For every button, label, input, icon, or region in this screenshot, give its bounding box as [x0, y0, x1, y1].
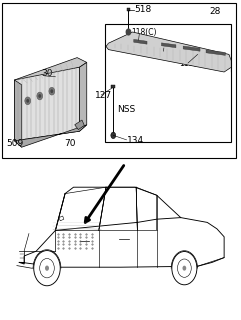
Polygon shape — [59, 216, 64, 221]
Circle shape — [49, 87, 55, 95]
Polygon shape — [106, 32, 231, 72]
Bar — [2, 3, 236, 158]
Circle shape — [26, 99, 29, 103]
Circle shape — [177, 259, 191, 277]
Text: 118(A): 118(A) — [180, 59, 205, 68]
Circle shape — [172, 252, 197, 285]
Circle shape — [45, 266, 49, 271]
Circle shape — [126, 29, 131, 35]
Text: 129: 129 — [145, 40, 159, 49]
Polygon shape — [14, 125, 87, 147]
Text: 70: 70 — [65, 139, 76, 148]
Polygon shape — [14, 58, 87, 85]
Polygon shape — [134, 39, 147, 44]
Polygon shape — [14, 80, 22, 147]
Polygon shape — [75, 120, 84, 130]
Circle shape — [38, 94, 41, 98]
Circle shape — [34, 251, 60, 286]
Circle shape — [25, 97, 31, 105]
Circle shape — [50, 89, 53, 93]
Text: 30: 30 — [41, 69, 53, 78]
Text: 518: 518 — [134, 5, 152, 14]
Polygon shape — [161, 43, 176, 48]
Text: 127: 127 — [95, 91, 112, 100]
Text: 118(B): 118(B) — [155, 47, 181, 56]
Circle shape — [182, 266, 186, 271]
Text: 118(C): 118(C) — [131, 28, 157, 37]
Bar — [105, 24, 231, 142]
Circle shape — [111, 132, 116, 139]
Polygon shape — [183, 46, 200, 51]
Text: NSS: NSS — [118, 105, 136, 114]
Polygon shape — [206, 50, 225, 55]
Polygon shape — [14, 67, 80, 141]
Circle shape — [40, 259, 54, 278]
Text: 134: 134 — [127, 136, 144, 145]
Text: 28: 28 — [210, 7, 221, 16]
Text: 509: 509 — [6, 139, 23, 148]
Circle shape — [37, 92, 43, 100]
Bar — [127, 8, 130, 11]
Bar — [111, 85, 115, 88]
Polygon shape — [80, 62, 87, 131]
